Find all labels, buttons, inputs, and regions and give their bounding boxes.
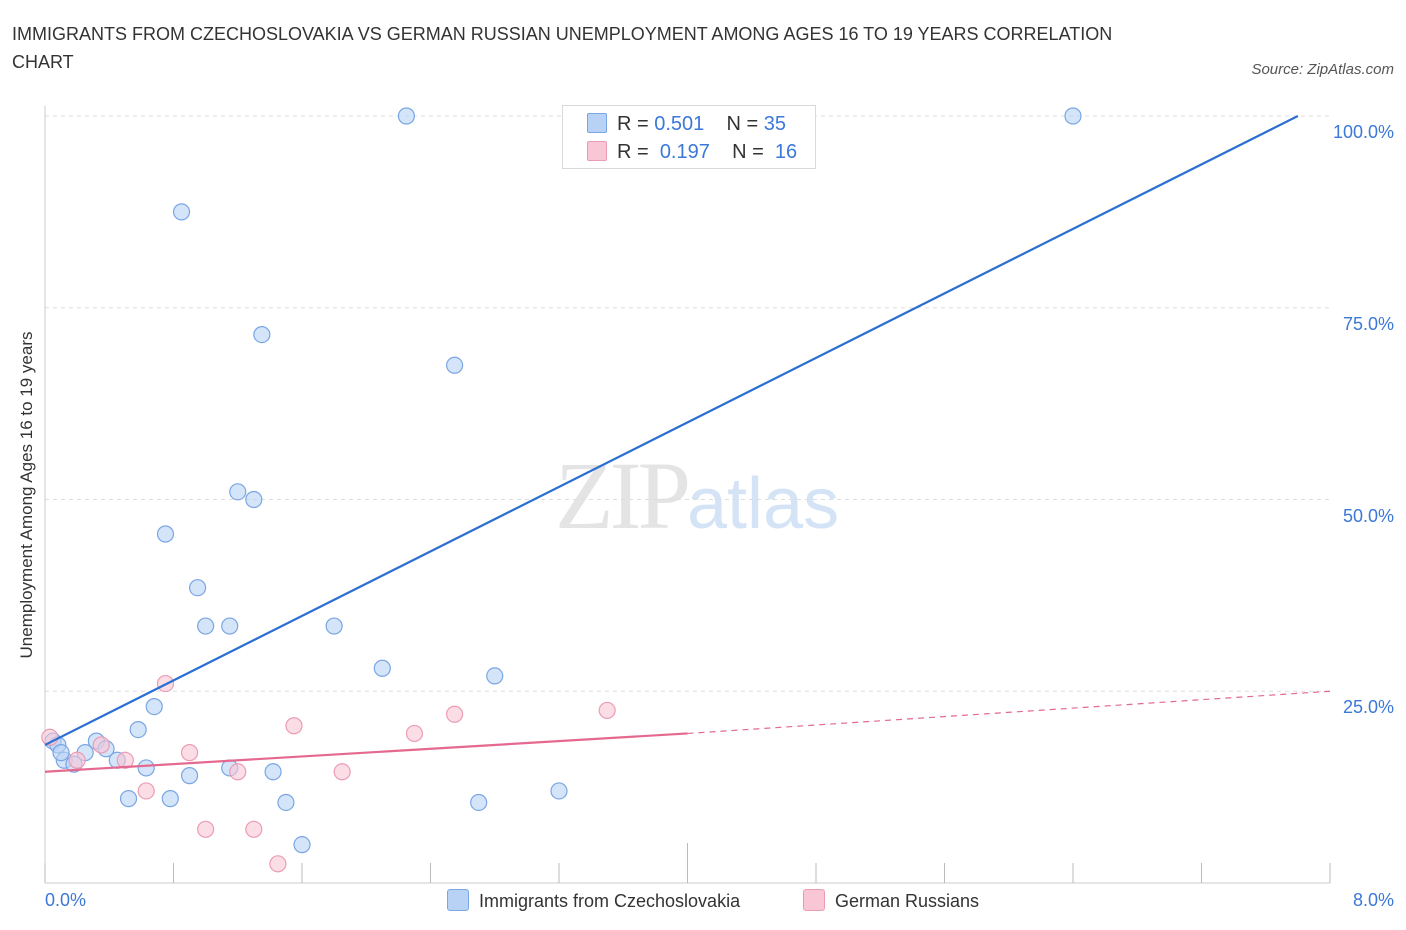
point-czechoslovakia (129, 720, 147, 739)
chart-source: Source: ZipAtlas.com (1251, 61, 1394, 78)
x-tick-max: 8.0% (1352, 890, 1394, 910)
trendline-czechoslovakia (44, 115, 1299, 746)
point-czechoslovakia (293, 836, 311, 854)
point-czechoslovakia (161, 790, 179, 808)
point-czechoslovakia (397, 107, 416, 125)
legend-swatch-pink (803, 889, 825, 911)
trendline-german-russians (44, 732, 688, 773)
legend-series-name: Immigrants from Czechoslovakia (479, 891, 741, 911)
point-czechoslovakia (180, 767, 199, 785)
y-tick-50: 50.0% (1342, 506, 1394, 526)
point-german-russians (92, 736, 110, 754)
point-czechoslovakia (172, 203, 191, 221)
point-czechoslovakia (145, 697, 163, 716)
legend-n-label: N = (732, 141, 764, 163)
point-german-russians (229, 763, 247, 781)
x-tick-min: 0.0% (45, 890, 87, 910)
point-czechoslovakia (137, 759, 155, 777)
y-axis-label: Unemployment Among Ages 16 to 19 years (17, 331, 36, 659)
point-czechoslovakia (550, 782, 568, 800)
point-german-russians (285, 717, 303, 735)
legend-r-label: R = (617, 141, 649, 163)
point-german-russians (245, 820, 263, 838)
legend-r-value: 0.501 (654, 113, 705, 135)
y-tick-25: 25.0% (1342, 697, 1394, 717)
point-czechoslovakia (188, 579, 207, 597)
legend-row-german-russians: R = 0.197 N = 16 (587, 141, 797, 165)
chart-title: IMMIGRANTS FROM CZECHOSLOVAKIA VS GERMAN… (12, 24, 1113, 72)
legend-swatch-blue (587, 113, 607, 133)
point-german-russians (180, 744, 199, 762)
point-czechoslovakia (277, 793, 295, 812)
y-tick-75: 75.0% (1342, 314, 1394, 334)
trendline-german-russians-extrapolated (687, 690, 1331, 735)
point-czechoslovakia (245, 490, 263, 509)
point-czechoslovakia (264, 763, 282, 781)
legend-n-value: 16 (774, 141, 798, 163)
point-czechoslovakia (197, 617, 215, 635)
legend-n-label: N = (726, 113, 759, 135)
point-german-russians (116, 751, 134, 769)
point-czechoslovakia (229, 483, 247, 501)
legend-series-name: German Russians (835, 891, 980, 911)
point-german-russians (445, 705, 464, 723)
correlation-legend: R = 0.501 N = 35 R = 0.197 N = 16 (562, 105, 816, 169)
y-tick-100: 100.0% (1332, 122, 1394, 142)
watermark: ZIPatlas (555, 440, 839, 551)
point-czechoslovakia (373, 659, 391, 677)
point-german-russians (68, 751, 86, 769)
watermark-zip: ZIP (555, 442, 691, 549)
legend-swatch-pink (587, 141, 607, 161)
point-czechoslovakia (445, 356, 464, 374)
point-czechoslovakia (156, 525, 175, 543)
watermark-atlas: atlas (687, 464, 840, 544)
point-czechoslovakia (325, 617, 343, 635)
point-german-russians (333, 763, 351, 781)
point-german-russians (598, 701, 616, 720)
point-german-russians (197, 820, 215, 838)
point-czechoslovakia (1064, 107, 1082, 125)
point-czechoslovakia (486, 667, 504, 685)
point-german-russians (137, 782, 155, 800)
point-german-russians (405, 724, 424, 743)
legend-r-value: 0.197 (659, 141, 710, 163)
point-czechoslovakia (52, 744, 70, 762)
point-czechoslovakia (253, 325, 271, 344)
bottom-legend-czechoslovakia: Immigrants from Czechoslovakia (447, 889, 740, 912)
legend-r-label: R = (617, 113, 649, 135)
legend-n-value: 35 (763, 113, 787, 135)
point-german-russians (269, 855, 287, 873)
point-czechoslovakia (119, 790, 138, 808)
point-czechoslovakia (470, 793, 488, 812)
legend-row-czechoslovakia: R = 0.501 N = 35 (587, 113, 786, 137)
point-czechoslovakia (221, 617, 239, 635)
bottom-legend-german-russians: German Russians (803, 889, 979, 912)
legend-swatch-blue (447, 889, 469, 911)
